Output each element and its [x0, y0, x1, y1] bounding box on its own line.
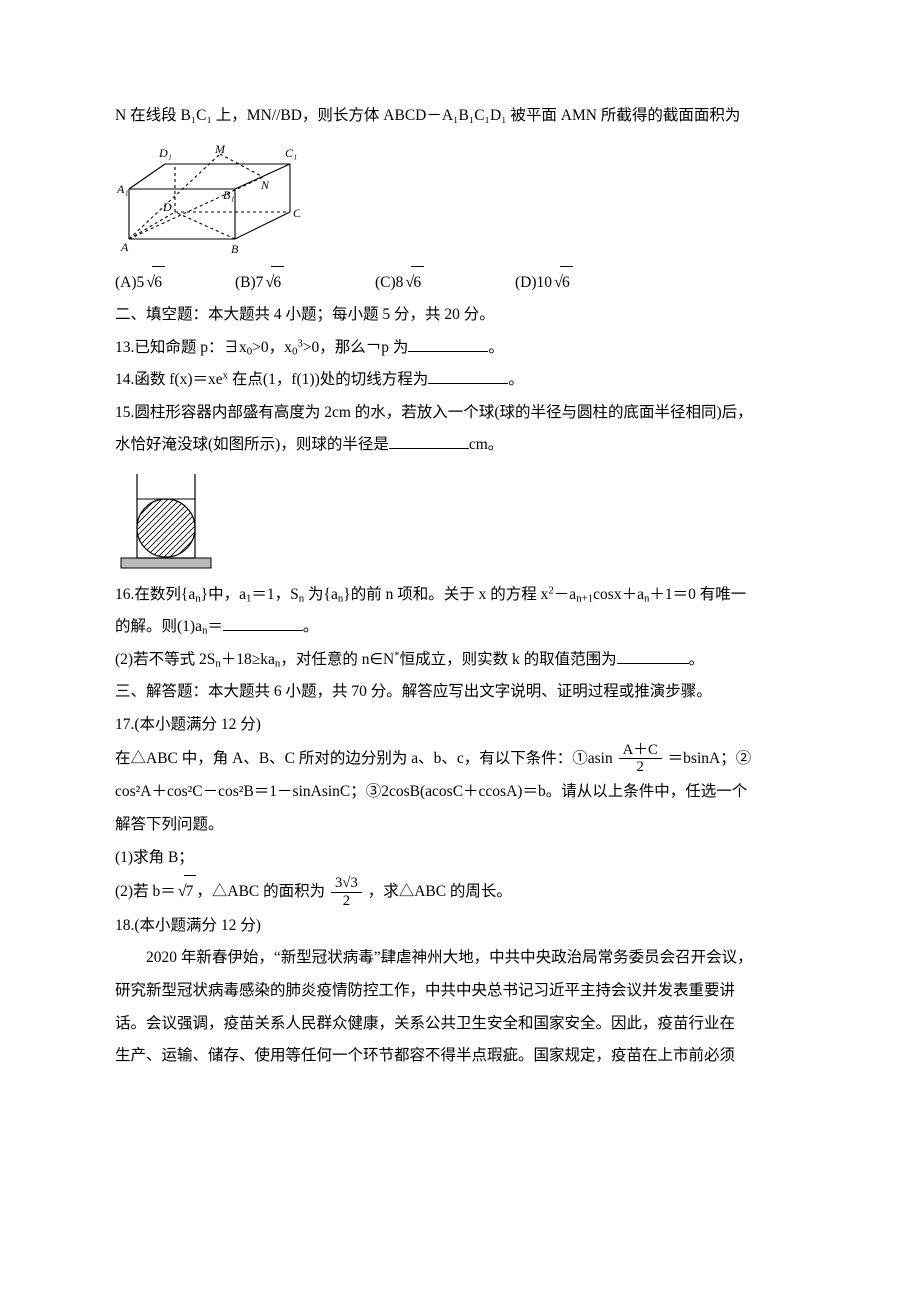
q12-option-c: (C)86	[375, 265, 515, 300]
section-3-header: 三、解答题：本大题共 6 小题，共 70 分。解答应写出文字说明、证明过程或推演…	[115, 676, 805, 709]
q12-option-d: (D)106	[515, 265, 635, 300]
svg-text:C₁: C₁	[285, 146, 297, 160]
svg-text:D: D	[162, 200, 172, 214]
q18-p1: 2020 年新春伊始，“新型冠状病毒”肆虐神州大地，中共中央政治局常务委员会召开…	[115, 942, 805, 975]
q17-frac-1: A＋C2	[619, 742, 662, 777]
svg-text:D₁: D₁	[158, 146, 172, 160]
section-2-header: 二、填空题：本大题共 4 小题；每小题 5 分，共 20 分。	[115, 299, 805, 332]
q15-line2: 水恰好淹没球(如图所示)，则球的半径是cm。	[115, 429, 805, 462]
page: N 在线段 B₁C₁ 上，MN//BD，则长方体 ABCD－A₁B₁C₁D₁ 被…	[0, 0, 920, 1302]
q18-p2: 研究新型冠状病毒感染的肺炎疫情防控工作，中共中央总书记习近平主持会议并发表重要讲	[115, 975, 805, 1008]
q15-figure-ball-in-cylinder	[115, 468, 805, 573]
q16-line1: 16.在数列{an}中，a1＝1，Sn 为{an}的前 n 项和。关于 x 的方…	[115, 579, 805, 612]
q12-options: (A)56 (B)76 (C)86 (D)106	[115, 265, 805, 300]
svg-text:A: A	[120, 240, 129, 254]
q15-line1: 15.圆柱形容器内部盛有高度为 2cm 的水，若放入一个球(球的半径与圆柱的底面…	[115, 397, 805, 430]
q12-option-a: (A)56	[115, 265, 235, 300]
q16-line2: 的解。则(1)an＝。	[115, 611, 805, 644]
q14-blank	[428, 368, 508, 385]
q17-part2: (2)若 b＝7，△ABC 的面积为 3√32 ，求△ABC 的周长。	[115, 874, 805, 910]
q12-option-b: (B)76	[235, 265, 375, 300]
svg-text:C: C	[293, 206, 300, 220]
svg-text:M: M	[214, 142, 226, 156]
q16-2-blank	[617, 647, 689, 664]
q17-part1: (1)求角 B；	[115, 842, 805, 875]
q16-line3: (2)若不等式 2Sn＋18≥kan，对任意的 n∈N*恒成立，则实数 k 的取…	[115, 644, 805, 677]
q14: 14.函数 f(x)＝xex 在点(1，f(1))处的切线方程为。	[115, 364, 805, 397]
q17-frac-2: 3√32	[331, 875, 362, 910]
svg-text:B: B	[231, 242, 239, 256]
q18-p4: 生产、运输、储存、使用等任何一个环节都容不得半点瑕疵。国家规定，疫苗在上市前必须	[115, 1040, 805, 1073]
q18-header: 18.(本小题满分 12 分)	[115, 910, 805, 943]
q13-blank	[408, 335, 488, 352]
q15-blank	[389, 433, 469, 450]
q17-line2: cos²A＋cos²C－cos²B＝1－sinAsinC；③2cosB(acos…	[115, 776, 805, 809]
q18-p3: 话。会议强调，疫苗关系人民群众健康，关系公共卫生安全和国家安全。因此，疫苗行业在	[115, 1008, 805, 1041]
svg-text:B₁: B₁	[223, 188, 235, 202]
q17-header: 17.(本小题满分 12 分)	[115, 709, 805, 742]
q17-line1: 在△ABC 中，角 A、B、C 所对的边分别为 a、b、c，有以下条件：①asi…	[115, 742, 805, 777]
q16-1-blank	[223, 615, 303, 632]
q12-stem: N 在线段 B₁C₁ 上，MN//BD，则长方体 ABCD－A₁B₁C₁D₁ 被…	[115, 100, 805, 133]
q13: 13.已知命题 p：∃x0>0，x03>0，那么￢p 为。	[115, 332, 805, 365]
svg-text:A₁: A₁	[116, 182, 129, 196]
svg-text:N: N	[260, 178, 270, 192]
q17-line3: 解答下列问题。	[115, 809, 805, 842]
q12-figure-cuboid: D₁ M C₁ A₁ N B₁ D C A B	[115, 139, 805, 259]
